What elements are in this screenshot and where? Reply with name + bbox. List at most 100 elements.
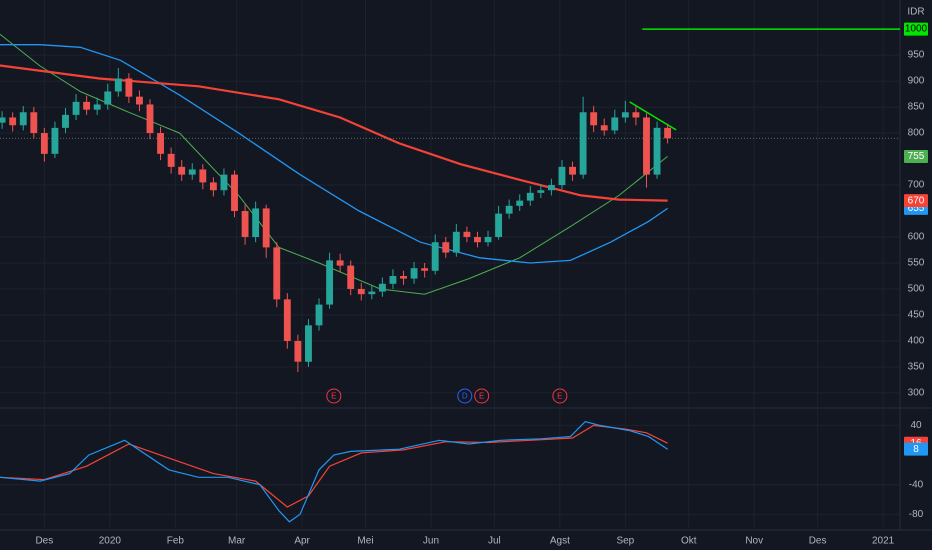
event-label: D [462, 392, 468, 401]
candle-body [368, 291, 376, 295]
candle-body [167, 153, 175, 167]
candle-body [474, 237, 481, 243]
line [0, 64, 668, 202]
candle-body [62, 114, 69, 128]
price-badge [904, 22, 928, 36]
candle-body [104, 91, 112, 105]
candle-body [558, 166, 566, 186]
candle-body [336, 260, 344, 266]
candle-body [305, 325, 312, 362]
event-label: E [331, 392, 336, 401]
candle-body [431, 242, 439, 271]
candle-body [220, 174, 228, 191]
candle-body [357, 288, 365, 295]
line [0, 44, 668, 264]
candle-body [389, 275, 397, 284]
candle-body [347, 265, 355, 289]
candle-body [516, 200, 524, 206]
candle-body [484, 237, 492, 243]
y-tick-label: 800 [908, 128, 925, 139]
candle-body [188, 169, 196, 175]
candle-body [157, 133, 164, 154]
candle-body [273, 247, 281, 300]
x-tick-label: 2021 [872, 536, 895, 547]
price-badge-label: 755 [908, 151, 925, 162]
candle-body [315, 304, 323, 326]
y-tick-label: -80 [909, 509, 924, 520]
x-tick-label: Des [35, 536, 53, 547]
x-tick-label: Mar [228, 536, 246, 547]
line [629, 101, 677, 131]
event-label: E [479, 392, 484, 401]
candle-body [410, 268, 418, 279]
x-tick-label: Sep [616, 536, 634, 547]
line [0, 33, 668, 295]
candle-body [0, 117, 6, 123]
candle-body [241, 211, 249, 238]
candle-body [19, 112, 27, 126]
candle-body [632, 112, 640, 118]
candle-body [209, 182, 217, 191]
currency-label: IDR [907, 7, 924, 18]
event-label: E [557, 392, 562, 401]
y-tick-label: 950 [908, 50, 925, 61]
price-badge-label: 670 [908, 195, 925, 206]
candle-body [178, 166, 186, 175]
candle-body [611, 117, 619, 131]
x-tick-label: Mei [357, 536, 373, 547]
event-marker [474, 388, 490, 404]
candle-body [664, 127, 672, 139]
y-tick-label: 850 [908, 102, 925, 113]
x-tick-label: Jul [488, 536, 501, 547]
candle-body [40, 133, 48, 154]
candle-body [579, 112, 587, 175]
y-tick-label: 550 [908, 258, 925, 269]
candle-body [505, 205, 513, 214]
y-tick-label: 500 [908, 284, 925, 295]
price-badge [904, 149, 928, 163]
candle-body [547, 185, 555, 191]
y-tick-label: 350 [908, 362, 925, 373]
candle-body [621, 112, 629, 118]
candle-body [452, 231, 460, 253]
price-badge [904, 442, 928, 456]
candle-body [495, 213, 503, 238]
price-badge-label: 1000 [905, 24, 928, 35]
candle-body [294, 340, 302, 362]
candle-body [326, 260, 334, 305]
candle-body [114, 78, 122, 92]
candle-body [51, 127, 59, 154]
candle-body [526, 192, 534, 201]
candle-body [125, 78, 133, 97]
x-tick-label: Feb [167, 536, 185, 547]
candle-body [30, 112, 38, 134]
candle-body [378, 283, 386, 292]
candle-body [231, 174, 238, 212]
candle-body [643, 117, 650, 175]
y-tick-label: 450 [908, 310, 925, 321]
y-tick-label: 600 [908, 232, 925, 243]
y-tick-label: 900 [908, 76, 925, 87]
candle-body [537, 190, 545, 193]
candle-body [600, 125, 608, 131]
candle-body [72, 101, 80, 115]
y-tick-label: 300 [908, 388, 925, 399]
candle-body [653, 127, 661, 175]
y-tick-label: -40 [909, 479, 924, 490]
x-tick-label: Des [809, 536, 827, 547]
price-badge-label: 655 [908, 203, 925, 214]
candle-body [83, 101, 91, 110]
y-tick-label: 40 [910, 420, 922, 431]
x-tick-label: Okt [681, 536, 697, 547]
candle-body [146, 104, 154, 134]
candle-body [252, 208, 260, 238]
candle-body [136, 96, 143, 105]
price-badge-label: 8 [913, 444, 919, 455]
candle-body [93, 104, 101, 110]
candle-body [590, 112, 598, 126]
x-tick-label: Agst [550, 536, 570, 547]
event-marker [457, 388, 473, 404]
candle-body [283, 299, 291, 341]
